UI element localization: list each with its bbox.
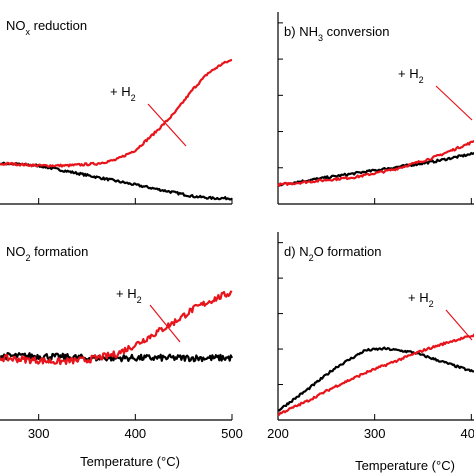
panel-a-annotation-sub: 2 (131, 93, 136, 103)
panel-c-title-main: NO (6, 244, 26, 259)
panel-d-x-tick-label: 300 (364, 426, 386, 441)
panel-c-annotation-leader (149, 304, 181, 343)
panel-c: NO2 formation + H2 Temperature (°C) (6, 244, 181, 469)
panel-d-title: d) N2O formation (284, 244, 382, 263)
panel-a-title-sub: x (26, 27, 31, 37)
panel-a-title-rest: reduction (30, 18, 87, 33)
panel-b-series-black (277, 151, 474, 187)
panel-c-title-rest: formation (31, 244, 89, 259)
panel-c-x-tick-label: 400 (124, 426, 146, 441)
panel-b-annotation-sub: 2 (419, 75, 424, 85)
panel-c-annotation: + H2 (116, 286, 142, 305)
panel-b-annotation: + H2 (398, 66, 424, 85)
panel-d: d) N2O formation + H2 Temperature (°C) (284, 244, 473, 473)
panel-a-title: NOx reduction (6, 18, 87, 37)
panel-d-annotation: + H2 (408, 290, 434, 309)
panel-d-xlabel: Temperature (°C) (355, 458, 455, 473)
panel-d-annotation-leader (445, 309, 473, 341)
panel-b-series-red (277, 139, 474, 187)
panel-a-series-red (0, 58, 233, 168)
panel-c-annotation-main: + H (116, 286, 137, 301)
panel-b-title-main: NH (299, 24, 318, 39)
panel-d-series-black (277, 346, 474, 412)
panel-b-annotation-main: + H (398, 66, 419, 81)
panel-b-title: b) NH3 conversion (284, 24, 389, 43)
panel-c-plot: 300 400 500 (0, 290, 243, 441)
panel-d-x-tick-label: 400 (460, 426, 474, 441)
panel-c-x-tick-label: 300 (28, 426, 50, 441)
panel-b-annotation-leader (435, 85, 473, 121)
panel-b-title-rest: conversion (323, 24, 389, 39)
panel-c-series-black (0, 352, 233, 363)
panel-d-title-sub: 2 (309, 253, 314, 263)
panel-d-annotation-sub: 2 (429, 299, 434, 309)
panel-c-series-red (0, 290, 233, 366)
panel-b-panel-label: b) (284, 24, 296, 39)
panel-a-series-black (0, 161, 233, 201)
panel-a-title-main: NO (6, 18, 26, 33)
panel-c-annotation-sub: 2 (137, 295, 142, 305)
panel-a-annotation: + H2 (110, 84, 136, 103)
panel-d-title-rest: O formation (314, 244, 382, 259)
panel-b-plot (277, 12, 474, 205)
panel-d-x-tick-label: 200 (267, 426, 289, 441)
panel-d-annotation-main: + H (408, 290, 429, 305)
panel-c-title: NO2 formation (6, 244, 88, 263)
panel-d-series-red (277, 333, 474, 416)
panel-b: b) NH3 conversion + H2 (284, 24, 473, 121)
panel-a-annotation-main: + H (110, 84, 131, 99)
panel-b-title-sub: 3 (318, 33, 323, 43)
panel-c-x-tick-label: 500 (221, 426, 243, 441)
panel-d-panel-label: d) (284, 244, 296, 259)
panel-c-xlabel: Temperature (°C) (80, 454, 180, 469)
panel-d-plot: 200 300 400 (267, 232, 474, 441)
panel-a-annotation-leader (147, 103, 187, 147)
panel-a-plot (0, 58, 233, 205)
panel-a: NOx reduction + H2 (6, 18, 187, 147)
panel-d-title-main: N (299, 244, 308, 259)
panel-c-title-sub: 2 (26, 253, 31, 263)
